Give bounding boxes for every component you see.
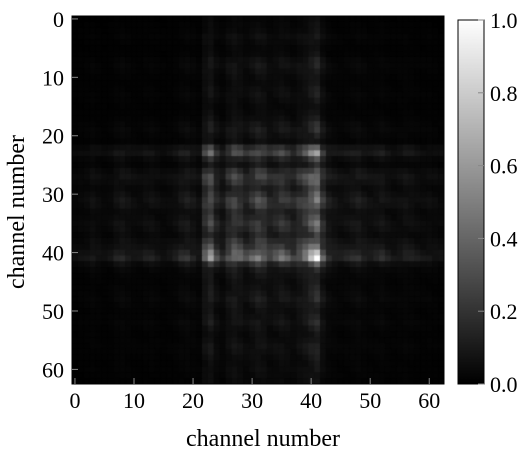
y-tick-label: 30 bbox=[42, 182, 64, 207]
y-axis-ticks: 0 10 20 30 40 50 60 bbox=[42, 7, 78, 382]
colorbar-tick-label: 0.6 bbox=[490, 154, 518, 179]
y-tick-label: 40 bbox=[42, 241, 64, 266]
colorbar-tick-label: 0.2 bbox=[490, 299, 518, 324]
x-tick-label: 10 bbox=[123, 388, 145, 413]
x-tick-label: 60 bbox=[418, 388, 440, 413]
colorbar-tick-label: 0.8 bbox=[490, 81, 518, 106]
x-tick-label: 50 bbox=[359, 388, 381, 413]
colorbar bbox=[458, 20, 484, 384]
colorbar-ticks: 0.0 0.2 0.4 0.6 0.8 1.0 bbox=[478, 8, 518, 397]
x-tick-label: 40 bbox=[300, 388, 322, 413]
colorbar-tick-label: 0.4 bbox=[490, 226, 518, 251]
colorbar-tick-label: 0.0 bbox=[490, 372, 518, 397]
x-axis-label: channel number bbox=[186, 426, 340, 452]
x-axis-ticks: 0 10 20 30 40 50 60 bbox=[69, 378, 440, 413]
x-tick-label: 0 bbox=[69, 388, 80, 413]
y-axis-label: channel number bbox=[4, 135, 30, 289]
colorbar-frame bbox=[457, 19, 485, 385]
y-tick-label: 10 bbox=[42, 65, 64, 90]
colorbar-tick-label: 1.0 bbox=[490, 8, 518, 33]
y-tick-label: 20 bbox=[42, 124, 64, 149]
y-tick-label: 50 bbox=[42, 299, 64, 324]
x-tick-label: 20 bbox=[182, 388, 204, 413]
y-tick-label: 60 bbox=[42, 357, 64, 382]
heatmap-frame bbox=[71, 15, 445, 385]
x-tick-label: 30 bbox=[241, 388, 263, 413]
y-tick-label: 0 bbox=[53, 7, 64, 32]
heatmap-plot bbox=[72, 16, 444, 384]
